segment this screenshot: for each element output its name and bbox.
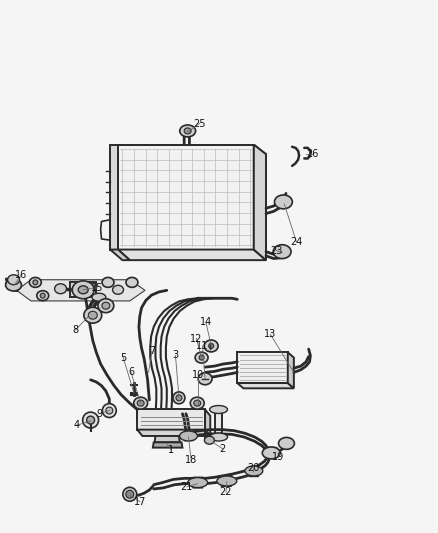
Polygon shape [237, 352, 288, 383]
Ellipse shape [98, 298, 114, 313]
Text: 12: 12 [190, 334, 202, 344]
Ellipse shape [275, 195, 292, 209]
Text: 3: 3 [173, 351, 179, 360]
Text: 9: 9 [96, 409, 102, 419]
Text: 16: 16 [15, 270, 27, 280]
Polygon shape [254, 144, 266, 260]
Polygon shape [288, 352, 294, 389]
Text: 2: 2 [219, 443, 226, 454]
Ellipse shape [262, 447, 280, 459]
Polygon shape [118, 249, 266, 260]
Text: 8: 8 [72, 325, 78, 335]
Text: 19: 19 [272, 452, 284, 462]
Text: 21: 21 [180, 482, 193, 492]
Ellipse shape [198, 373, 212, 385]
Ellipse shape [245, 466, 263, 476]
Polygon shape [254, 144, 266, 260]
Ellipse shape [102, 277, 114, 287]
Text: 17: 17 [134, 497, 146, 507]
Ellipse shape [188, 478, 208, 488]
Ellipse shape [137, 400, 144, 406]
Ellipse shape [176, 395, 182, 401]
Text: 14: 14 [200, 317, 212, 327]
Ellipse shape [204, 340, 218, 352]
Polygon shape [184, 432, 193, 440]
Text: 11: 11 [196, 341, 208, 351]
Polygon shape [118, 144, 254, 249]
Ellipse shape [217, 476, 237, 486]
Ellipse shape [88, 311, 97, 319]
Text: 24: 24 [290, 237, 303, 247]
Polygon shape [250, 466, 258, 475]
Ellipse shape [173, 392, 185, 404]
Text: 7: 7 [149, 346, 155, 356]
Ellipse shape [6, 279, 21, 291]
Ellipse shape [40, 293, 45, 298]
Text: 23: 23 [270, 246, 283, 256]
Text: 26: 26 [306, 149, 318, 159]
Ellipse shape [134, 397, 148, 409]
Ellipse shape [92, 293, 106, 301]
Ellipse shape [210, 433, 227, 441]
Ellipse shape [55, 284, 67, 294]
Ellipse shape [106, 407, 113, 414]
Ellipse shape [83, 412, 99, 428]
Ellipse shape [102, 302, 110, 309]
Polygon shape [215, 409, 223, 437]
Ellipse shape [113, 285, 124, 294]
Polygon shape [266, 448, 276, 458]
Ellipse shape [273, 245, 291, 259]
Ellipse shape [29, 277, 41, 287]
Polygon shape [205, 409, 210, 436]
Text: 20: 20 [247, 463, 259, 473]
Text: 5: 5 [120, 353, 127, 362]
Text: 1: 1 [168, 445, 174, 455]
Ellipse shape [190, 397, 204, 409]
Text: 15: 15 [91, 282, 103, 293]
Ellipse shape [199, 355, 204, 360]
Text: 4: 4 [73, 421, 79, 430]
Text: 25: 25 [193, 118, 206, 128]
Ellipse shape [7, 275, 20, 285]
Polygon shape [110, 144, 118, 249]
Ellipse shape [37, 290, 49, 301]
Text: 13: 13 [264, 329, 276, 340]
Ellipse shape [208, 343, 214, 349]
Circle shape [123, 487, 137, 501]
Ellipse shape [84, 308, 102, 323]
Ellipse shape [210, 406, 227, 414]
Ellipse shape [194, 400, 201, 406]
Ellipse shape [180, 125, 196, 137]
Polygon shape [153, 442, 183, 448]
Ellipse shape [87, 416, 95, 424]
Polygon shape [237, 383, 294, 389]
Ellipse shape [180, 431, 198, 441]
Ellipse shape [102, 403, 116, 417]
Ellipse shape [205, 436, 214, 444]
Polygon shape [137, 430, 210, 436]
Ellipse shape [279, 438, 294, 449]
Text: 10: 10 [192, 369, 204, 379]
Ellipse shape [78, 286, 88, 294]
Ellipse shape [126, 277, 138, 287]
Polygon shape [193, 477, 203, 488]
Text: 22: 22 [220, 487, 232, 497]
Text: 6: 6 [128, 367, 134, 377]
Circle shape [126, 490, 134, 498]
Polygon shape [137, 409, 205, 430]
Polygon shape [155, 436, 180, 442]
Polygon shape [110, 249, 130, 260]
Ellipse shape [195, 352, 208, 363]
Polygon shape [17, 280, 145, 301]
Ellipse shape [72, 281, 94, 298]
Polygon shape [221, 475, 232, 486]
Ellipse shape [33, 280, 38, 285]
Ellipse shape [184, 128, 191, 134]
Polygon shape [70, 282, 96, 297]
Text: 18: 18 [185, 455, 197, 465]
